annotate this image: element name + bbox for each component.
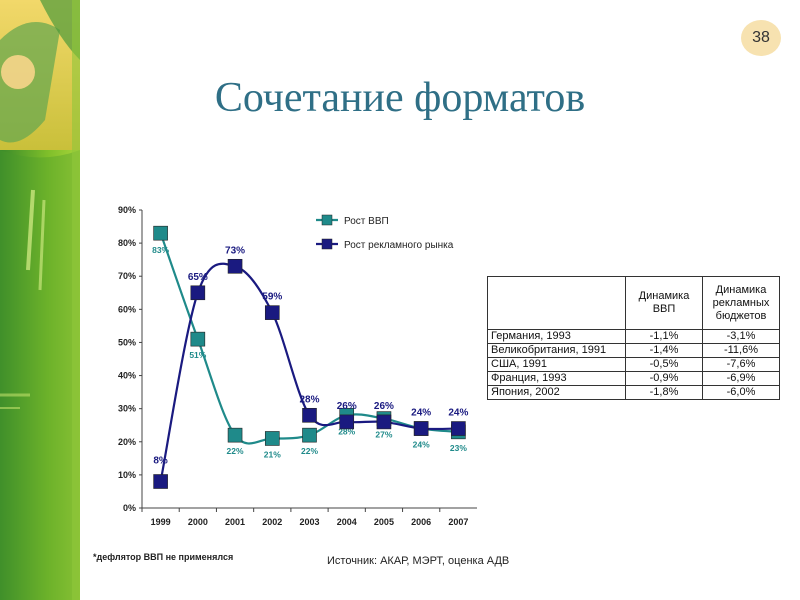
table-cell-gdp: -0,9%: [625, 371, 703, 386]
source-note: Источник: АКАР, МЭРТ, оценка АДВ: [327, 555, 510, 567]
data-label-gdp: 23%: [450, 443, 467, 453]
y-tick-label: 50%: [118, 337, 136, 347]
data-label-ad-market: 65%: [188, 272, 208, 283]
data-point-ad-market: [227, 258, 243, 274]
x-tick-label: 2006: [411, 517, 431, 527]
table-cell-gdp: -1,4%: [625, 343, 703, 358]
data-label-gdp: 21%: [264, 449, 281, 459]
x-tick-label: 2005: [374, 517, 394, 527]
table-cell-gdp: -1,1%: [625, 329, 703, 344]
x-tick-label: 2007: [448, 517, 468, 527]
x-tick-label: 2002: [262, 517, 282, 527]
data-label-ad-market: 28%: [299, 394, 319, 405]
page-number-badge: 38: [741, 20, 781, 56]
y-tick-label: 30%: [118, 404, 136, 414]
table-cell-budget: -6,0%: [702, 385, 780, 400]
page-number: 38: [752, 29, 770, 46]
decorative-sidebar: [0, 0, 80, 600]
data-label-ad-market: 24%: [448, 408, 468, 419]
data-point-ad-market: [376, 414, 392, 430]
footnote: *дефлятор ВВП не применялся: [93, 552, 234, 562]
y-tick-label: 80%: [118, 238, 136, 248]
y-tick-label: 0%: [123, 503, 136, 513]
data-label-ad-market: 8%: [153, 456, 168, 467]
data-point-ad-market: [302, 407, 317, 423]
data-point-gdp: [227, 427, 243, 443]
table-header-gdp: Динамика ВВП: [625, 276, 703, 330]
table-row: США, 1991 -0,5% -7,6%: [487, 357, 780, 372]
table-row: Германия, 1993 -1,1% -3,1%: [487, 329, 780, 344]
table-row: Япония, 2002 -1,8% -6,0%: [487, 385, 780, 400]
legend-marker: [321, 214, 333, 226]
data-label-ad-market: 26%: [337, 401, 357, 412]
table-cell-budget: -7,6%: [702, 357, 780, 372]
data-point-ad-market: [153, 474, 168, 489]
data-label-gdp: 27%: [375, 430, 392, 440]
y-tick-label: 10%: [118, 470, 136, 480]
x-tick-label: 2000: [188, 517, 208, 527]
y-tick-label: 60%: [118, 304, 136, 314]
data-label-ad-market: 59%: [262, 292, 282, 303]
data-label-ad-market: 24%: [411, 408, 431, 419]
recession-table: Динамика ВВП Динамика рекламных бюджетов…: [487, 276, 780, 400]
table-cell-country: Великобритания, 1991: [487, 343, 626, 358]
data-point-ad-market: [451, 421, 466, 436]
data-point-gdp: [302, 427, 317, 443]
data-point-gdp: [190, 331, 206, 347]
x-tick-label: 1999: [151, 517, 171, 527]
data-label-gdp: 51%: [189, 350, 206, 360]
table-cell-budget: -6,9%: [702, 371, 780, 386]
table-header-country: [487, 276, 626, 330]
table-cell-country: Германия, 1993: [487, 329, 626, 344]
x-tick-label: 2001: [225, 517, 245, 527]
y-tick-label: 90%: [118, 205, 136, 215]
table-row: Франция, 1993 -0,9% -6,9%: [487, 371, 780, 386]
data-point-ad-market: [190, 285, 206, 301]
table-row: Великобритания, 1991 -1,4% -11,6%: [487, 343, 780, 358]
y-tick-label: 20%: [118, 437, 136, 447]
table-cell-country: Япония, 2002: [487, 385, 626, 400]
y-tick-label: 70%: [118, 271, 136, 281]
data-point-ad-market: [264, 305, 280, 320]
table-cell-gdp: -0,5%: [625, 357, 703, 372]
data-label-gdp: 24%: [413, 440, 430, 450]
legend-label: Рост рекламного рынка: [344, 240, 454, 251]
data-label-ad-market: 26%: [374, 401, 394, 412]
x-tick-label: 2003: [299, 517, 319, 527]
data-point-gdp: [153, 225, 168, 241]
data-point-gdp: [264, 431, 280, 446]
table-cell-country: США, 1991: [487, 357, 626, 372]
data-label-gdp: 22%: [301, 446, 318, 456]
data-point-ad-market: [339, 414, 355, 430]
table-cell-budget: -11,6%: [702, 343, 780, 358]
data-label-gdp: 83%: [152, 245, 169, 255]
y-tick-label: 40%: [118, 371, 136, 381]
x-tick-label: 2004: [337, 517, 357, 527]
data-label-gdp: 22%: [227, 446, 244, 456]
slide-title: Сочетание форматов: [214, 75, 586, 121]
table-header-row: Динамика ВВП Динамика рекламных бюджетов: [487, 276, 780, 330]
data-point-ad-market: [413, 421, 429, 436]
table-cell-gdp: -1,8%: [625, 385, 703, 400]
data-label-gdp: 28%: [338, 426, 355, 436]
table-cell-budget: -3,1%: [702, 329, 780, 344]
legend-marker: [321, 238, 333, 250]
data-label-ad-market: 73%: [225, 245, 245, 256]
table-header-budget: Динамика рекламных бюджетов: [702, 276, 780, 330]
legend-label: Рост ВВП: [344, 216, 389, 227]
table-cell-country: Франция, 1993: [487, 371, 626, 386]
